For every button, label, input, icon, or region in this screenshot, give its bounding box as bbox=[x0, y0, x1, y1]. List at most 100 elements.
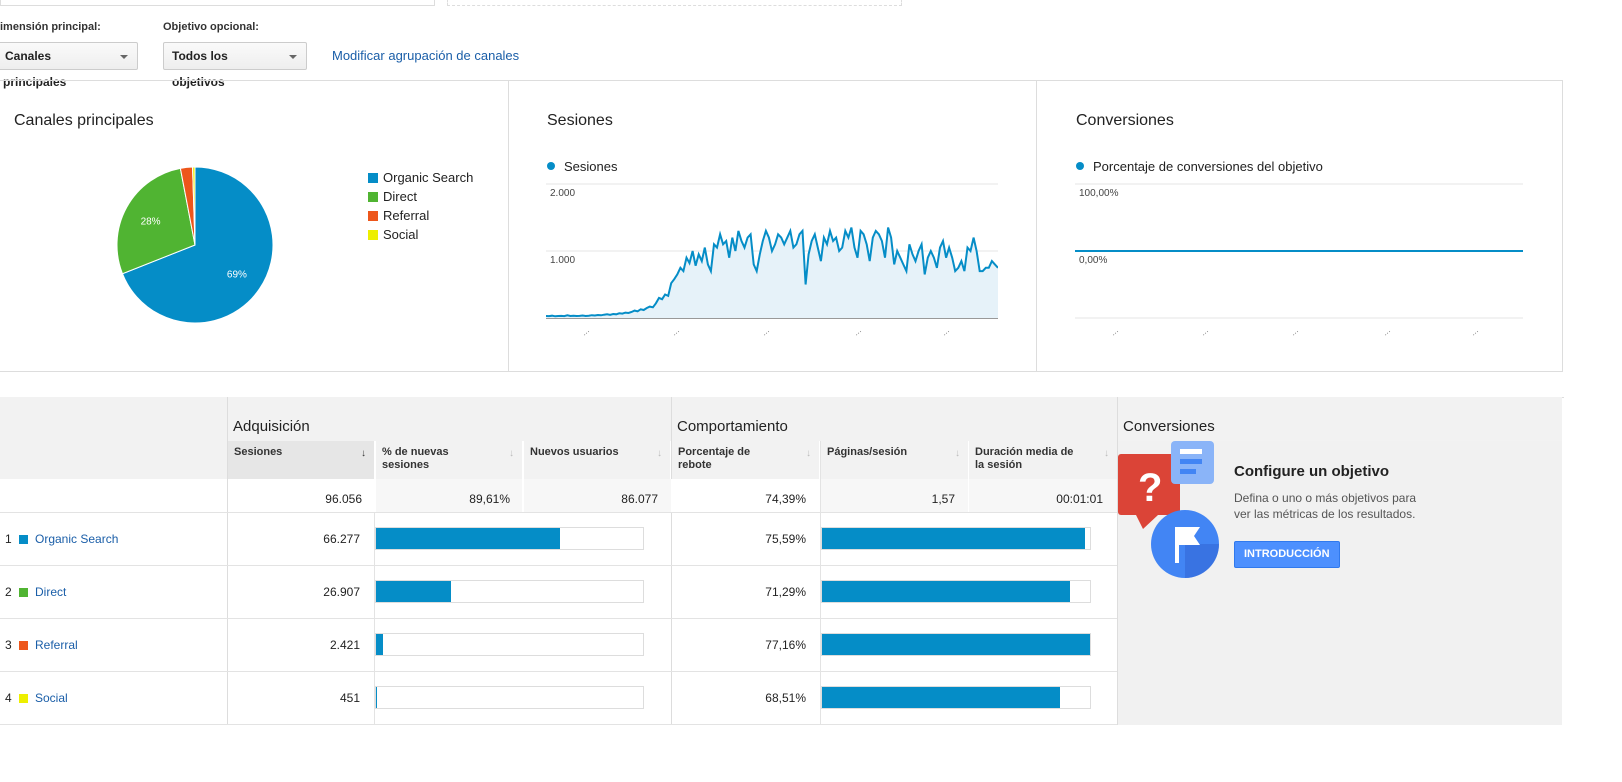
y-tick-label: 100,00% bbox=[1079, 188, 1119, 199]
column-divider bbox=[374, 479, 375, 725]
sort-arrow-icon: ↓ bbox=[806, 448, 811, 459]
totals-cell-bg bbox=[969, 479, 1117, 512]
introduction-button[interactable]: INTRODUCCIÓN bbox=[1234, 541, 1340, 568]
goal-flag-illustration-icon: ? bbox=[1118, 441, 1219, 578]
legend-item[interactable]: Social bbox=[368, 225, 473, 244]
pie-slice[interactable] bbox=[121, 166, 274, 324]
new-sessions-column-header[interactable]: % de nuevas sesiones ↓ bbox=[376, 441, 522, 479]
pages-per-session-column-header[interactable]: Páginas/sesión ↓ bbox=[821, 441, 968, 479]
goal-setup-description-2: ver las métricas de los resultados. bbox=[1234, 507, 1416, 521]
goal-setup-description-1: Defina o uno o más objetivos para bbox=[1234, 491, 1417, 505]
optional-goal-dropdown[interactable]: Todos los objetivos bbox=[163, 42, 307, 89]
x-tick-label: ... bbox=[1108, 325, 1120, 337]
x-tick-label: ... bbox=[1380, 325, 1392, 337]
sessions-cell: 451 bbox=[339, 691, 360, 705]
sessions-share-fill bbox=[376, 528, 561, 549]
row-number: 2 bbox=[5, 585, 12, 599]
conversions-series-legend[interactable]: Porcentaje de conversiones del objetivo bbox=[1076, 157, 1323, 176]
column-divider bbox=[968, 441, 969, 512]
bounce-rate-cell: 68,51% bbox=[765, 691, 806, 705]
legend-label: Social bbox=[383, 227, 419, 242]
legend-item[interactable]: Referral bbox=[368, 206, 473, 225]
column-divider bbox=[227, 397, 228, 725]
row-divider bbox=[0, 671, 1117, 672]
legend-swatch bbox=[368, 211, 378, 221]
x-tick-label: ... bbox=[579, 325, 591, 337]
pie-legend: Organic Search Direct Referral Social bbox=[368, 168, 473, 244]
pie-slice-label: 28% bbox=[141, 217, 161, 228]
sort-arrow-icon: ↓ bbox=[657, 448, 662, 459]
series-line[interactable] bbox=[546, 226, 998, 318]
totals-cell-bg bbox=[376, 479, 522, 512]
row-divider bbox=[0, 512, 1117, 513]
pie-slice[interactable] bbox=[116, 167, 196, 275]
total-avg-duration: 00:01:01 bbox=[1056, 492, 1103, 506]
overview-panels bbox=[0, 80, 1563, 372]
legend-label: Referral bbox=[383, 208, 430, 223]
bounce-rate-column-header[interactable]: Porcentaje de rebote ↓ bbox=[672, 441, 819, 479]
sessions-share-bar bbox=[375, 580, 644, 603]
legend-item[interactable]: Organic Search bbox=[368, 168, 473, 187]
bounce-rate-cell: 75,59% bbox=[765, 532, 806, 546]
sessions-cell: 66.277 bbox=[323, 532, 360, 546]
channel-link[interactable]: Organic Search bbox=[35, 532, 119, 546]
sessions-area-chart: 2.000 1.000............... bbox=[546, 183, 998, 338]
conversions-group-title: Conversiones bbox=[1123, 418, 1215, 435]
modify-channel-grouping-link[interactable]: Modificar agrupación de canales bbox=[332, 48, 520, 63]
chevron-down-icon bbox=[289, 55, 297, 59]
column-divider bbox=[671, 397, 672, 725]
row-divider bbox=[0, 724, 1117, 725]
new-users-column-header[interactable]: Nuevos usuarios ↓ bbox=[524, 441, 670, 479]
channel-link[interactable]: Direct bbox=[35, 585, 67, 599]
x-tick-label: ... bbox=[1288, 325, 1300, 337]
sessions-share-bar bbox=[375, 686, 644, 709]
sessions-share-fill bbox=[376, 687, 378, 708]
legend-swatch bbox=[368, 192, 378, 202]
sessions-series-legend[interactable]: Sesiones bbox=[547, 157, 617, 176]
header-label: Páginas/sesión bbox=[827, 446, 908, 458]
x-tick-label: ... bbox=[1468, 325, 1480, 337]
conversions-group-header bbox=[1118, 397, 1562, 441]
sort-arrow-icon: ↓ bbox=[1104, 448, 1109, 459]
sessions-share-fill bbox=[376, 634, 383, 655]
column-divider bbox=[375, 441, 376, 512]
row-divider bbox=[0, 618, 1117, 619]
y-tick-label: 0,00% bbox=[1079, 255, 1107, 266]
conversions-line-chart: 100,00% 0,00%............... bbox=[1075, 183, 1523, 338]
goal-setup-title: Configure un objetivo bbox=[1234, 463, 1389, 480]
sessions-column-header[interactable]: Sesiones ↓ bbox=[228, 441, 374, 479]
legend-swatch bbox=[368, 173, 378, 183]
channel-link[interactable]: Social bbox=[35, 691, 68, 705]
legend-swatch bbox=[368, 230, 378, 240]
pie-slice[interactable] bbox=[192, 166, 196, 246]
sessions-cell: 26.907 bbox=[323, 585, 360, 599]
channel-link[interactable]: Referral bbox=[35, 638, 78, 652]
behavior-group-title: Comportamiento bbox=[677, 418, 788, 435]
panel-divider bbox=[508, 80, 509, 372]
avg-duration-column-header[interactable]: Duración media de la sesión ↓ bbox=[969, 441, 1117, 479]
total-new-sessions: 89,61% bbox=[469, 492, 510, 506]
conversions-panel-title: Conversiones bbox=[1076, 112, 1174, 129]
row-number: 1 bbox=[5, 532, 12, 546]
bounce-rate-bar bbox=[821, 580, 1091, 603]
bounce-rate-fill bbox=[822, 634, 1090, 655]
panel-divider bbox=[1036, 80, 1037, 372]
sessions-share-fill bbox=[376, 581, 451, 602]
x-tick-label: ... bbox=[759, 325, 771, 337]
optional-goal-value: Todos los objetivos bbox=[172, 49, 228, 89]
table-group-header bbox=[0, 397, 1118, 441]
primary-dimension-value: Canales principales bbox=[3, 49, 67, 89]
channels-pie-chart: 69% 28% bbox=[116, 166, 274, 324]
legend-item[interactable]: Direct bbox=[368, 187, 473, 206]
y-tick-label: 2.000 bbox=[550, 188, 575, 199]
bounce-rate-fill bbox=[822, 528, 1085, 549]
optional-goal-label: Objetivo opcional: bbox=[163, 21, 259, 33]
primary-dimension-label: imensión principal: bbox=[0, 21, 101, 33]
x-tick-label: ... bbox=[851, 325, 863, 337]
primary-dimension-dropdown[interactable]: Canales principales bbox=[0, 42, 138, 89]
acquisition-group-title: Adquisición bbox=[233, 418, 310, 435]
legend-label: Direct bbox=[383, 189, 417, 204]
sort-arrow-icon: ↓ bbox=[361, 448, 366, 459]
series-label: Sesiones bbox=[564, 159, 618, 174]
row-divider bbox=[0, 565, 1117, 566]
